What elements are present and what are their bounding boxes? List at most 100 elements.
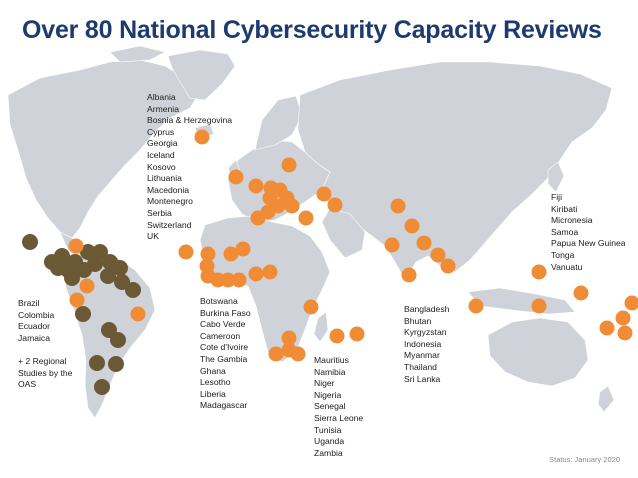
map-marker bbox=[220, 272, 236, 288]
country-label: Indonesia bbox=[404, 338, 442, 349]
map-marker bbox=[284, 198, 300, 214]
country-label: Brazil bbox=[18, 298, 40, 308]
country-label: Senegal bbox=[314, 401, 346, 412]
country-label: Cameroon bbox=[200, 330, 241, 341]
country-list-americas: Brazil Colombia Ecuador Jamaica + 2 Regi… bbox=[18, 298, 72, 391]
southeast-asia-islands-shape bbox=[467, 287, 576, 315]
map-marker bbox=[223, 246, 239, 262]
map-marker bbox=[231, 272, 247, 288]
country-label: Sri Lanka bbox=[404, 373, 441, 384]
greenland-shape bbox=[167, 49, 236, 101]
oas-note-line: OAS bbox=[18, 379, 37, 390]
country-list-africa-west: Botswana Burkina Faso Cabo Verde Cameroo… bbox=[200, 296, 251, 412]
map-marker bbox=[440, 258, 456, 274]
country-list-pacific: Fiji Kiribati Micronesia Samoa Papua New… bbox=[551, 192, 626, 273]
map-marker bbox=[329, 328, 345, 344]
map-marker bbox=[68, 238, 84, 254]
country-label: Cote d'Ivoire bbox=[200, 342, 248, 353]
map-marker bbox=[327, 197, 343, 213]
country-label: Thailand bbox=[404, 361, 437, 372]
country-list-europe: Albania Armenia Bosnia & Herzegovina Cyp… bbox=[147, 92, 232, 243]
country-label: Serbia bbox=[147, 207, 172, 218]
map-marker bbox=[615, 310, 631, 326]
country-label: Tonga bbox=[551, 249, 575, 260]
map-marker bbox=[89, 355, 105, 371]
map-marker bbox=[298, 210, 314, 226]
map-marker bbox=[79, 278, 95, 294]
map-marker bbox=[114, 274, 130, 290]
national-review-markers bbox=[68, 129, 638, 362]
country-label: Uganda bbox=[314, 436, 345, 447]
map-marker bbox=[281, 330, 297, 346]
map-marker bbox=[248, 178, 264, 194]
map-marker bbox=[531, 264, 547, 280]
map-marker bbox=[468, 298, 484, 314]
country-label: Burkina Faso bbox=[200, 307, 251, 318]
country-label: Iceland bbox=[147, 149, 175, 160]
country-label: Vanuatu bbox=[551, 261, 583, 272]
scandinavia-shape bbox=[254, 95, 303, 151]
country-label: Ghana bbox=[200, 365, 226, 376]
map-marker bbox=[125, 282, 141, 298]
map-marker bbox=[200, 246, 216, 262]
country-label: Montenegro bbox=[147, 196, 193, 207]
country-label: Samoa bbox=[551, 226, 579, 237]
country-label: Micronesia bbox=[551, 215, 593, 226]
country-label: Macedonia bbox=[147, 184, 190, 195]
country-label: Namibia bbox=[314, 366, 346, 377]
map-marker bbox=[416, 235, 432, 251]
country-label: Colombia bbox=[18, 309, 55, 320]
map-marker bbox=[404, 218, 420, 234]
map-marker bbox=[194, 129, 210, 145]
spacer bbox=[18, 344, 72, 356]
country-label: Papua New Guinea bbox=[551, 238, 626, 249]
country-label: Bosnia & Herzegovina bbox=[147, 115, 233, 126]
map-marker bbox=[390, 198, 406, 214]
map-marker bbox=[108, 356, 124, 372]
oas-review-markers bbox=[22, 234, 141, 395]
map-marker bbox=[235, 241, 251, 257]
map-marker bbox=[110, 332, 126, 348]
oas-note-line: Studies by the bbox=[18, 367, 73, 378]
map-marker bbox=[384, 237, 400, 253]
map-marker bbox=[262, 264, 278, 280]
country-label: Jamaica bbox=[18, 332, 50, 343]
country-label: Ecuador bbox=[18, 321, 51, 332]
asia-shape bbox=[297, 61, 613, 281]
country-label: UK bbox=[147, 231, 159, 242]
country-label: Lesotho bbox=[200, 377, 231, 388]
map-marker bbox=[316, 186, 332, 202]
country-label: Albania bbox=[147, 92, 176, 102]
country-label: Kiribati bbox=[551, 203, 578, 214]
map-marker bbox=[401, 267, 417, 283]
country-label: Mauritius bbox=[314, 355, 349, 365]
map-marker bbox=[599, 320, 615, 336]
country-label: Bhutan bbox=[404, 315, 432, 326]
country-list-africa-east: Mauritius Namibia Niger Nigeria Senegal … bbox=[314, 355, 363, 459]
country-label: Zambia bbox=[314, 447, 343, 458]
country-label: Sierra Leone bbox=[314, 412, 364, 423]
map-marker bbox=[69, 292, 85, 308]
country-label: Kyrgyzstan bbox=[404, 327, 447, 338]
arctic-islands-shape bbox=[109, 45, 166, 63]
map-marker bbox=[430, 247, 446, 263]
oas-note-line: + 2 Regional bbox=[18, 355, 67, 366]
country-label: Madagascar bbox=[200, 400, 248, 411]
country-list-asia: Bangladesh Bhutan Kyrgyzstan Indonesia M… bbox=[404, 304, 449, 385]
madagascar-shape bbox=[313, 311, 329, 343]
map-marker bbox=[112, 260, 128, 276]
map-marker bbox=[94, 379, 110, 395]
arabia-shape bbox=[321, 207, 366, 259]
status-note: Status: January 2020 bbox=[549, 455, 620, 464]
map-marker bbox=[624, 295, 638, 311]
country-label: The Gambia bbox=[200, 353, 248, 364]
map-marker bbox=[22, 234, 38, 250]
map-marker bbox=[268, 346, 284, 362]
japan-shape bbox=[547, 161, 565, 193]
map-marker bbox=[75, 306, 91, 322]
country-label: Botswana bbox=[200, 296, 238, 306]
map-marker bbox=[64, 270, 80, 286]
new-zealand-shape bbox=[597, 385, 615, 413]
country-label: Nigeria bbox=[314, 389, 342, 400]
